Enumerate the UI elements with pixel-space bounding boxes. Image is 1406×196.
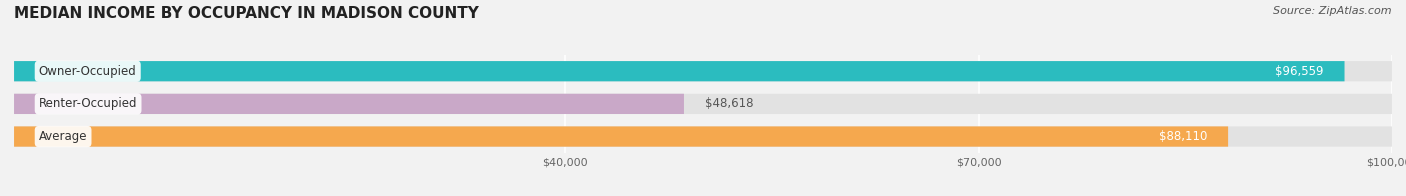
FancyBboxPatch shape — [14, 61, 1344, 81]
FancyBboxPatch shape — [14, 94, 683, 114]
FancyBboxPatch shape — [14, 126, 1392, 147]
Text: Source: ZipAtlas.com: Source: ZipAtlas.com — [1274, 6, 1392, 16]
Text: Average: Average — [39, 130, 87, 143]
Text: $88,110: $88,110 — [1159, 130, 1208, 143]
Text: MEDIAN INCOME BY OCCUPANCY IN MADISON COUNTY: MEDIAN INCOME BY OCCUPANCY IN MADISON CO… — [14, 6, 479, 21]
FancyBboxPatch shape — [14, 94, 1392, 114]
Text: Owner-Occupied: Owner-Occupied — [39, 65, 136, 78]
FancyBboxPatch shape — [14, 126, 1227, 147]
Text: $96,559: $96,559 — [1275, 65, 1324, 78]
Text: $48,618: $48,618 — [704, 97, 754, 110]
Text: Renter-Occupied: Renter-Occupied — [39, 97, 138, 110]
FancyBboxPatch shape — [14, 61, 1392, 81]
